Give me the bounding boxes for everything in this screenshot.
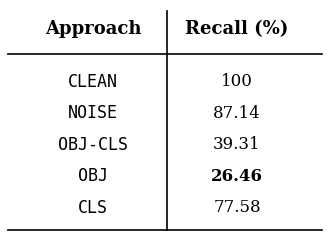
Text: Approach: Approach [45,20,141,38]
Text: 26.46: 26.46 [211,168,263,185]
Text: 77.58: 77.58 [213,199,261,216]
Text: OBJ-CLS: OBJ-CLS [58,136,128,154]
Text: OBJ: OBJ [78,167,108,185]
Text: CLEAN: CLEAN [68,73,118,91]
Text: 87.14: 87.14 [213,105,261,122]
Text: 100: 100 [221,73,253,90]
Text: Recall (%): Recall (%) [185,20,289,38]
Text: 39.31: 39.31 [213,136,261,153]
Text: NOISE: NOISE [68,104,118,122]
Text: CLS: CLS [78,199,108,217]
